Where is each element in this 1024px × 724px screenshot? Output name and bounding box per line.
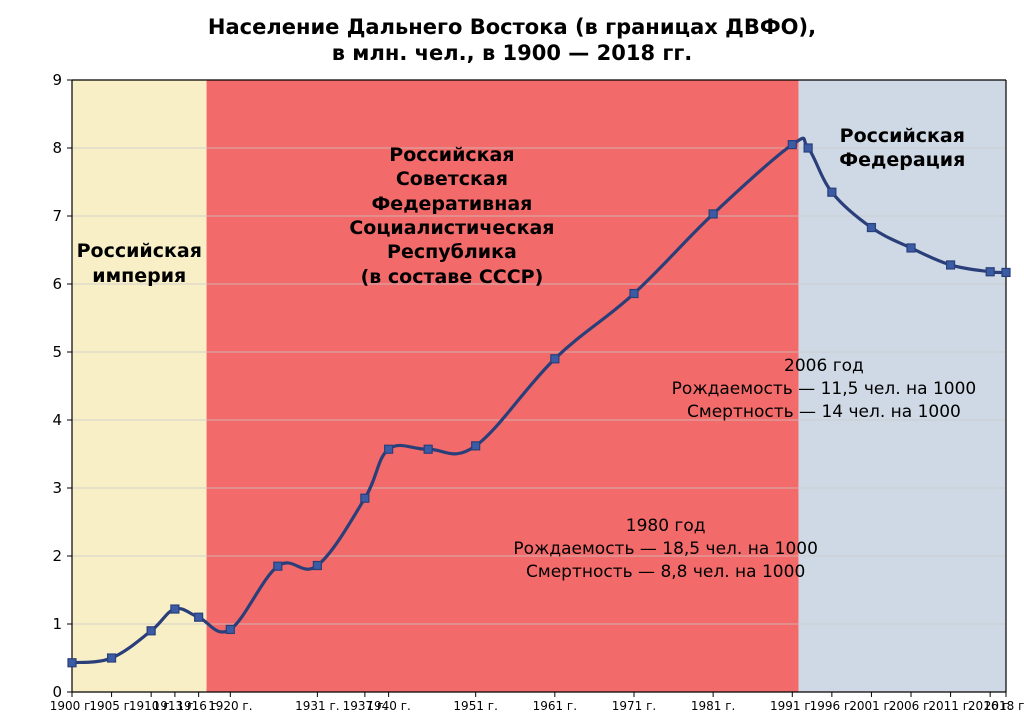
data-marker: [108, 654, 116, 662]
xtick-label: 2006 г.: [889, 699, 933, 713]
data-marker: [424, 445, 432, 453]
data-marker: [226, 625, 234, 633]
xtick-label: 2011 г.: [928, 699, 972, 713]
xtick-label: 1940 г.: [366, 699, 410, 713]
data-marker: [171, 605, 179, 613]
annotation: 1980 годРождаемость — 18,5 чел. на 1000С…: [466, 515, 866, 584]
data-marker: [385, 445, 393, 453]
xtick-label: 1951 г.: [453, 699, 497, 713]
xtick-label: 1971 г.: [612, 699, 656, 713]
data-marker: [313, 562, 321, 570]
data-marker: [630, 290, 638, 298]
ytick-label: 9: [52, 71, 62, 89]
data-marker: [907, 244, 915, 252]
data-marker: [828, 188, 836, 196]
ytick-label: 3: [52, 479, 62, 497]
era-region: [72, 80, 207, 692]
xtick-label: 1991 г.: [770, 699, 814, 713]
data-marker: [867, 224, 875, 232]
data-marker: [361, 494, 369, 502]
xtick-label: 1905 г.: [89, 699, 133, 713]
ytick-label: 1: [52, 615, 62, 633]
ytick-label: 8: [52, 139, 62, 157]
era-label: РоссийскаяСоветскаяФедеративнаяСоциалист…: [322, 143, 582, 289]
ytick-label: 2: [52, 547, 62, 565]
ytick-label: 5: [52, 343, 62, 361]
xtick-label: 1900 г.: [50, 699, 94, 713]
population-chart: Население Дальнего Востока (в границах Д…: [0, 0, 1024, 724]
xtick-label: 1920 г.: [208, 699, 252, 713]
xtick-label: 1981 г.: [691, 699, 735, 713]
xtick-label: 2018 г.: [984, 699, 1024, 713]
xtick-label: 1996 г.: [810, 699, 854, 713]
ytick-label: 4: [52, 411, 62, 429]
data-marker: [472, 442, 480, 450]
data-marker: [947, 261, 955, 269]
xtick-label: 1961 г.: [533, 699, 577, 713]
data-marker: [1002, 268, 1010, 276]
data-marker: [274, 562, 282, 570]
xtick-label: 2001 г.: [849, 699, 893, 713]
annotation: 2006 годРождаемость — 11,5 чел. на 1000С…: [624, 355, 1024, 424]
data-marker: [551, 355, 559, 363]
era-label: РоссийскаяФедерация: [772, 124, 1024, 173]
data-marker: [68, 659, 76, 667]
data-marker: [986, 268, 994, 276]
data-marker: [195, 613, 203, 621]
data-marker: [147, 627, 155, 635]
era-label: Российскаяимперия: [9, 239, 269, 288]
data-marker: [709, 210, 717, 218]
ytick-label: 7: [52, 207, 62, 225]
xtick-label: 1931 г.: [295, 699, 339, 713]
